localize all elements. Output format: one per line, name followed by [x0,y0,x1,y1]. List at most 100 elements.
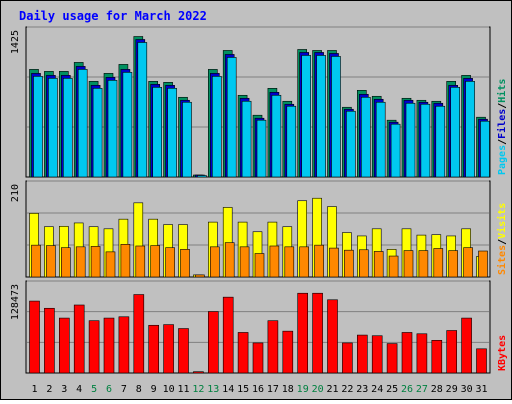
bar-kbytes-day-23 [356,334,368,374]
x-tick-label-day-23: 23 [356,384,368,395]
x-tick-label-day-22: 22 [341,384,353,395]
bar-pages-day-2 [48,78,58,178]
x-tick-label-day-28: 28 [431,384,443,395]
bar-kbytes-day-25 [386,343,398,374]
bar-kbytes-day-13 [208,311,219,374]
bar-sites-day-26 [403,250,414,278]
bar-pages-day-21 [331,56,341,178]
chart-title: Daily usage for March 2022 [19,9,207,23]
x-tick-label-day-21: 21 [326,384,338,395]
y-max-label-middle: 210 [10,184,21,202]
x-tick-label-day-15: 15 [237,384,249,395]
bar-pages-day-23 [360,96,371,178]
bar-pages-day-20 [316,55,326,178]
bar-kbytes-day-18 [282,330,294,374]
x-tick-label-day-20: 20 [312,384,324,395]
bar-sites-day-20 [314,244,324,278]
bar-kbytes-day-20 [312,292,323,374]
bar-pages-day-14 [226,57,237,178]
bar-kbytes-day-4 [73,304,85,374]
bar-pages-day-26 [405,102,416,178]
bar-kbytes-day-30 [461,317,472,374]
x-tick-label-day-1: 1 [31,384,37,395]
bar-pages-day-18 [286,105,297,178]
bar-sites-day-15 [239,246,250,278]
bar-pages-day-6 [107,80,118,178]
legend-pages: Pages [497,145,508,175]
bar-sites-day-18 [284,246,295,278]
bar-sites-day-3 [60,247,71,278]
x-tick-label-day-12: 12 [192,384,204,395]
bar-kbytes-day-2 [44,307,55,374]
bar-sites-day-9 [150,245,160,278]
x-tick-label-day-31: 31 [475,384,487,395]
bar-kbytes-day-29 [446,330,458,374]
x-tick-label-day-5: 5 [91,384,97,395]
bar-sites-day-23 [358,249,369,278]
x-tick-label-day-17: 17 [267,384,279,395]
x-tick-label-day-6: 6 [106,384,112,395]
bar-sites-day-10 [165,247,175,278]
x-tick-label-day-19: 19 [297,384,309,395]
bar-pages-day-13 [212,76,222,178]
legend-sites: Sites [496,245,508,275]
bar-kbytes-day-31 [476,348,487,374]
bar-kbytes-day-12 [193,371,204,374]
bar-pages-day-24 [375,101,386,178]
bar-pages-day-28 [435,105,446,178]
bar-pages-day-19 [301,55,312,178]
bar-sites-day-28 [433,248,444,278]
bar-kbytes-day-8 [133,294,145,374]
x-tick-label-day-2: 2 [46,384,52,395]
bar-kbytes-day-17 [267,320,279,374]
legend-middle: Sites/Visits [496,203,508,275]
panel-bottom: 128473 KBytes [10,280,508,374]
bar-pages-day-15 [241,100,252,178]
bar-pages-day-12 [197,175,207,178]
x-tick-label-day-26: 26 [401,384,413,395]
bar-pages-day-3 [62,78,73,178]
bar-sites-day-30 [463,247,473,278]
bar-kbytes-day-7 [118,316,130,374]
bar-sites-day-13 [210,246,220,278]
x-tick-label-day-24: 24 [371,384,383,395]
bar-sites-day-7 [120,244,131,278]
y-max-label-top: 1425 [10,30,21,54]
x-tick-label-day-25: 25 [386,384,398,395]
bar-kbytes-day-10 [163,324,174,374]
bar-sites-day-1 [31,244,41,278]
bar-sites-day-5 [90,246,101,278]
bar-pages-day-30 [465,81,475,178]
bar-pages-day-10 [167,88,177,178]
x-tick-label-day-29: 29 [446,384,458,395]
bar-sites-day-24 [373,251,384,278]
x-tick-label-day-16: 16 [252,384,264,395]
bar-kbytes-day-1 [29,300,40,374]
bar-pages-day-11 [182,101,192,178]
legend-separator: / [497,239,508,245]
bar-kbytes-day-24 [371,335,383,374]
bar-sites-day-29 [448,250,459,278]
x-tick-label-day-27: 27 [416,384,428,395]
panel-top: 1425 Pages/Files/Hits [10,26,508,178]
bar-kbytes-day-15 [237,332,249,374]
y-max-label-bottom: 128473 [10,284,21,320]
bar-kbytes-day-19 [297,292,309,374]
bar-pages-day-9 [152,87,162,178]
legend-separator: / [497,139,508,145]
legend-top: Pages/Files/Hits [496,79,508,175]
bar-pages-day-5 [92,88,103,178]
legend-bottom: KBytes [497,335,508,371]
bar-kbytes-day-3 [58,317,70,374]
bar-pages-day-31 [480,120,490,178]
x-tick-label-day-14: 14 [222,384,234,395]
bar-sites-day-25 [388,255,399,278]
bar-sites-day-4 [75,246,86,278]
panel-middle: 210 Sites/Visits [10,180,508,278]
bar-pages-day-22 [346,110,356,178]
x-tick-label-day-4: 4 [76,384,82,395]
bar-sites-day-6 [105,251,116,278]
bar-sites-day-12 [195,274,205,278]
bar-sites-day-22 [344,249,354,278]
